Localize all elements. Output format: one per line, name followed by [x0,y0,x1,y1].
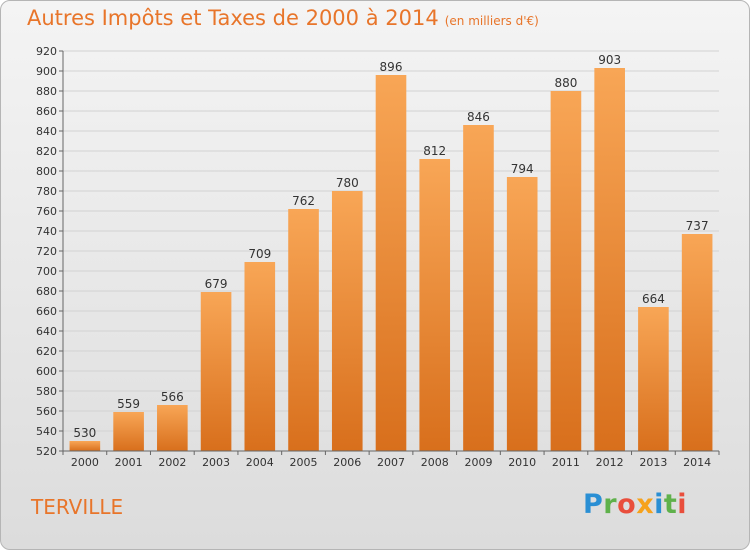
data-label-2014: 737 [686,219,709,233]
x-tick-label: 2004 [246,456,274,469]
data-label-2002: 566 [161,390,184,404]
y-tick-label: 780 [36,185,57,198]
y-tick-label: 620 [36,345,57,358]
bar-2010 [506,177,538,451]
logo-letter: i [677,489,688,520]
y-tick-label: 600 [36,365,57,378]
y-tick-label: 540 [36,425,57,438]
data-label-2010: 794 [511,162,534,176]
x-tick-label: 2007 [377,456,405,469]
x-tick-label: 2010 [508,456,536,469]
y-tick-label: 880 [36,85,57,98]
bar-2014 [681,234,713,451]
bar-2008 [419,159,451,451]
data-label-2000: 530 [73,426,96,440]
logo-letter: x [636,489,655,520]
data-label-2005: 762 [292,194,315,208]
bar-2006 [331,191,363,451]
chart-subtitle: (en milliers d'€) [444,14,539,28]
x-tick-label: 2003 [202,456,230,469]
data-label-2008: 812 [423,144,446,158]
logo-letter: t [663,489,678,520]
x-axis: 2000 2001 2002 2003 2004 2005 2006 2007 2008 2009… [62,450,720,469]
data-label-2009: 846 [467,110,490,124]
bar-2007 [375,75,407,451]
y-axis: 520 540 560 580 600 620 640 660 680 700 720 740 760 7… [36,45,64,458]
logo-letter: P [583,489,604,520]
y-tick-label: 920 [36,45,57,58]
y-tick-label: 760 [36,205,57,218]
x-tick-label: 2002 [158,456,186,469]
data-label-2003: 679 [205,277,228,291]
bars: 530 559 566 679 709 762 780 896 812 846 794 880 903 6… [69,53,713,451]
bar-2005 [288,209,319,451]
bar-2004 [244,262,276,451]
bar-2000 [69,441,101,451]
x-tick-label: 2012 [596,456,624,469]
chart-title-block: Autres Impôts et Taxes de 2000 à 2014 (en… [27,6,539,30]
y-tick-label: 800 [36,165,57,178]
logo-letter: i [654,489,664,520]
bar-2001 [113,412,144,451]
bar-2009 [463,125,494,451]
y-tick-label: 720 [36,245,57,258]
chart-title: Autres Impôts et Taxes de 2000 à 2014 [27,6,439,30]
bar-2003 [200,292,232,451]
bar-2011 [550,91,582,451]
y-tick-label: 520 [36,445,57,458]
city-name: TERVILLE [31,495,124,519]
data-label-2006: 780 [336,176,359,190]
y-tick-label: 660 [36,305,57,318]
y-tick-label: 840 [36,125,57,138]
y-tick-label: 560 [36,405,57,418]
y-tick-label: 640 [36,325,57,338]
x-tick-label: 2000 [71,456,99,469]
data-label-2011: 880 [554,76,577,90]
logo-letter: r [603,489,618,520]
y-tick-label: 700 [36,265,57,278]
x-tick-label: 2006 [333,456,361,469]
data-label-2013: 664 [642,292,665,306]
data-label-2012: 903 [598,53,621,67]
y-tick-label: 680 [36,285,57,298]
bar-2002 [157,405,188,451]
x-tick-label: 2005 [290,456,318,469]
x-tick-label: 2008 [421,456,449,469]
y-tick-label: 580 [36,385,57,398]
proxiti-logo[interactable]: Proxiti [583,489,687,520]
y-tick-label: 820 [36,145,57,158]
x-tick-label: 2009 [464,456,492,469]
x-tick-label: 2011 [552,456,580,469]
logo-letter: o [617,489,637,520]
y-tick-label: 740 [36,225,57,238]
x-tick-label: 2014 [683,456,711,469]
data-label-2004: 709 [248,247,271,261]
data-label-2007: 896 [380,60,403,74]
bar-2013 [638,307,669,451]
x-tick-label: 2013 [639,456,667,469]
x-tick-label: 2001 [115,456,143,469]
data-label-2001: 559 [117,397,140,411]
bar-2012 [594,68,625,451]
y-tick-label: 900 [36,65,57,78]
y-tick-label: 860 [36,105,57,118]
